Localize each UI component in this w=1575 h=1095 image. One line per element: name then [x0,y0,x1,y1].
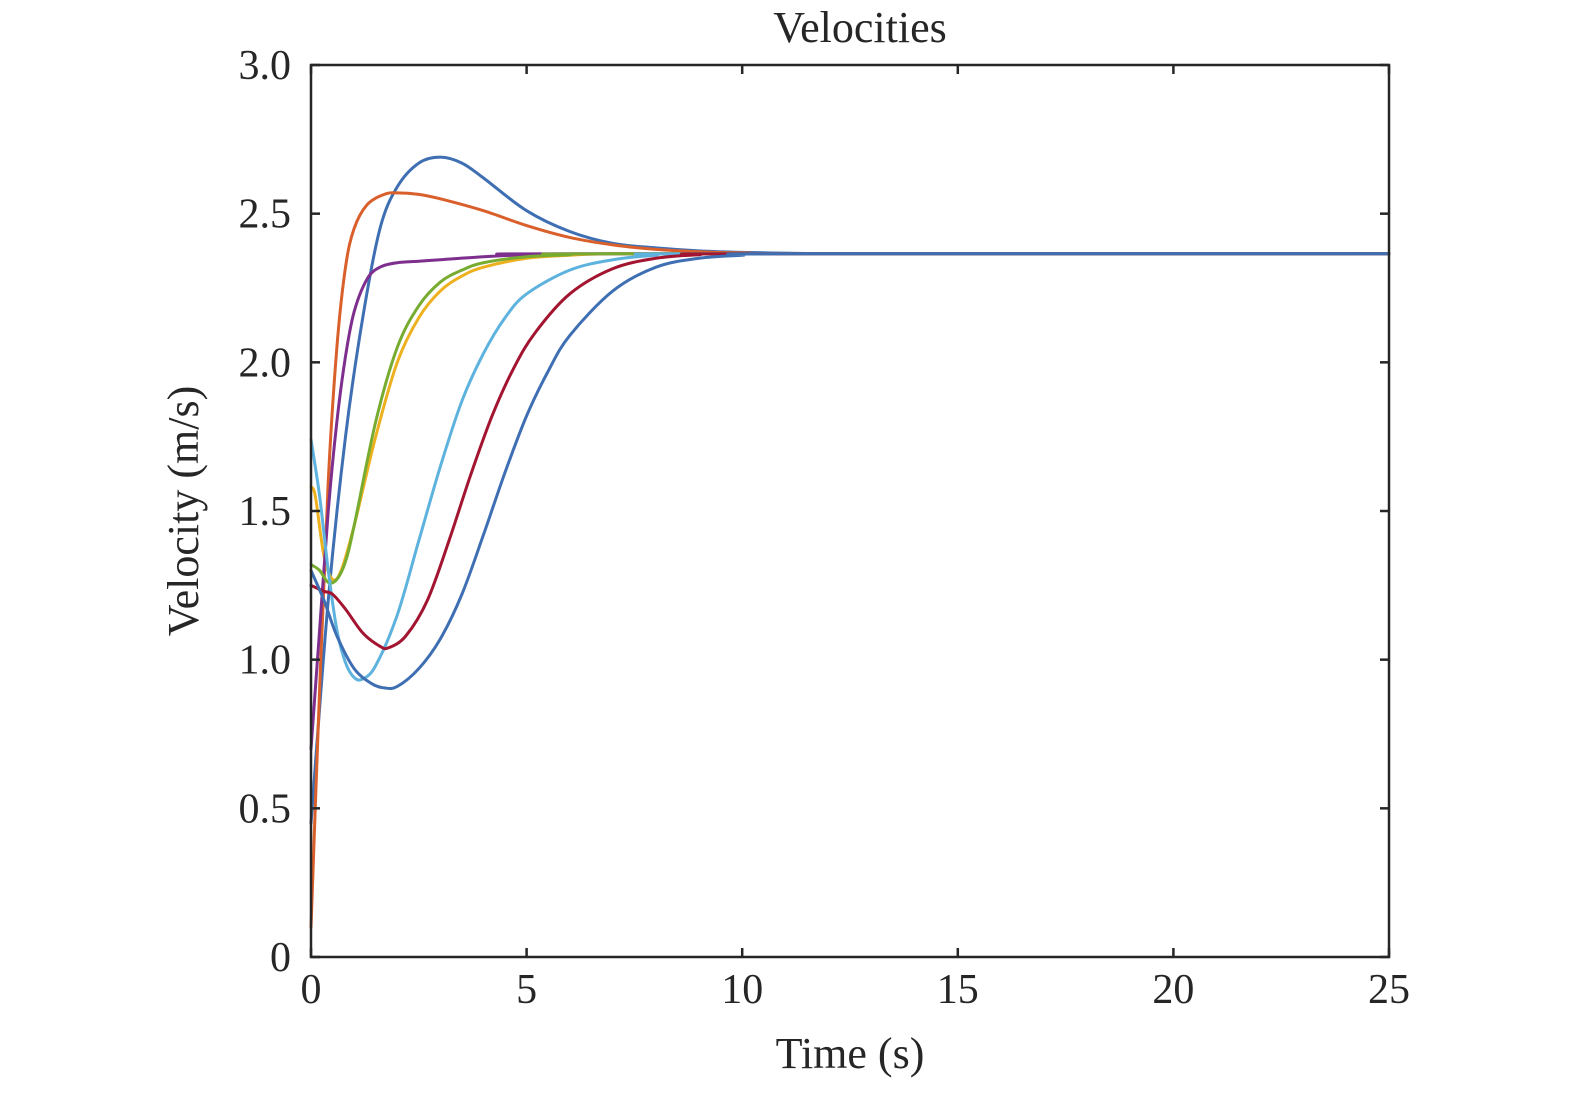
y-axis-label: Velocity (m/s) [159,386,208,637]
x-axis-label: Time (s) [776,1029,925,1078]
series-line-8 [309,252,1391,691]
x-tick-label: 10 [721,967,763,1013]
series-line-5 [309,252,1391,585]
y-tick-label: 1.5 [239,489,292,535]
x-tick-label: 15 [937,967,979,1013]
series-line-2 [309,191,1391,929]
x-tick-label: 5 [516,967,537,1013]
x-tick-label: 25 [1368,967,1410,1013]
y-tick-label: 0.5 [239,786,292,832]
series-line-3 [309,252,1391,582]
y-tick-label: 1.0 [239,638,292,684]
y-tick-label: 2.0 [239,340,292,386]
chart-title: Velocities [773,3,947,52]
y-tick-label: 0 [270,935,291,981]
series-line-7 [309,252,1391,651]
plot-frame [309,63,1391,959]
series-layer [309,155,1391,929]
series-line-4 [309,252,1391,751]
series-line-6 [309,252,1391,682]
x-tick-label: 20 [1152,967,1194,1013]
y-tick-label: 3.0 [239,43,292,89]
ticks-layer: 0 5 10 15 20 25 0 0.5 1.0 1.5 2.0 2.5 3.0 [239,43,1411,1013]
x-tick-label: 0 [301,967,322,1013]
y-tick-label: 2.5 [239,192,292,238]
